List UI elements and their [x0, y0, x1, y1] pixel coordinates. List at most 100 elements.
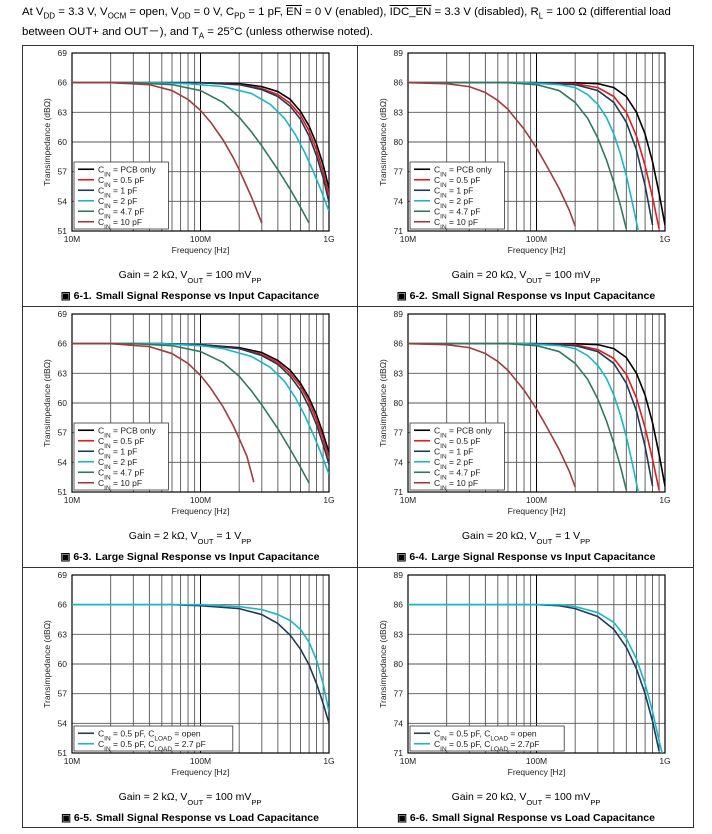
text-part: C [434, 436, 440, 446]
legend-entry: CIN = 2 pF [434, 196, 473, 210]
legend-entry: CIN = 0.5 pF, CLOAD = 2.7pF [434, 739, 540, 753]
text-part: = 1 pF [447, 446, 474, 456]
figure-cell-1: 51 54 57 60 63 66 69 10M 100M 1G Frequency [Hz] Tra… [22, 45, 358, 306]
plot-frame [71, 52, 330, 232]
figure-caption-text: Large Signal Response vs Input Capacitan… [431, 551, 655, 563]
header-text: = 3.3 V, V [55, 6, 108, 18]
y-tick-label: 66 [58, 78, 68, 88]
header-text: At V [22, 6, 44, 18]
y-tick-label: 89 [394, 309, 404, 319]
legend-entry: CIN = 0.5 pF [98, 436, 144, 450]
text-part: = 1 pF [111, 185, 138, 195]
text-part: Gain = 20 kΩ, V [452, 791, 527, 803]
y-tick-label: 54 [58, 718, 68, 728]
y-tick-label: 83 [394, 107, 404, 117]
y-tick-label: 71 [394, 487, 404, 497]
text-part: C [98, 425, 104, 435]
text-part: C [434, 175, 440, 185]
chart-fig-6-1: 51 54 57 60 63 66 69 10M 100M 1G Frequency [Hz] Tra… [42, 48, 335, 302]
text-part: C [98, 457, 104, 467]
x-tick-label: 1G [323, 234, 334, 244]
series-line-c47 [408, 81, 628, 230]
text-part: C [98, 478, 104, 488]
y-tick-label: 69 [58, 309, 68, 319]
text-part: = 4.7 pF [447, 467, 481, 477]
text-part: = 0.5 pF, C [111, 728, 155, 738]
text-part: C [98, 728, 104, 738]
header-text: = 0 V, C [190, 6, 235, 18]
legend-entry: CIN = 1 pF [434, 446, 473, 460]
subscript-text: PP [251, 276, 261, 285]
subscript-text: IN [440, 442, 447, 449]
text-part: = open [508, 728, 537, 738]
subscript-text: IN [104, 192, 111, 199]
header-subscript: DD [43, 11, 56, 21]
text-part: = open [172, 728, 201, 738]
subscript-text: OUT [537, 537, 553, 546]
subscript-text: IN [104, 181, 111, 188]
chart-fig-6-6: 71 74 77 80 83 86 89 10M 100M 1G Frequency [Hz] Tra… [378, 570, 671, 824]
series-line-c2 [72, 603, 329, 712]
series-line-c10 [408, 342, 576, 488]
text-part: = PCB only [447, 425, 493, 435]
legend-box [409, 422, 505, 491]
legend-entry: CIN = 1 pF [98, 185, 137, 199]
grid-divider-row1 [22, 306, 694, 307]
subscript-text: LOAD [490, 735, 508, 742]
y-tick-label: 57 [58, 689, 68, 699]
figure-cell-3: 51 54 57 60 63 66 69 10M 100M 1G Frequency [Hz] Tra… [22, 306, 358, 567]
text-part: = 0.5 pF, C [447, 728, 491, 738]
y-tick-label: 80 [394, 137, 404, 147]
figure-caption-text: Small Signal Response vs Input Capacitan… [432, 290, 656, 302]
figure-caption-text: Large Signal Response vs Input Capacitan… [95, 551, 319, 563]
text-part: = 10 pF [447, 217, 478, 227]
subscript-text: OUT [198, 537, 214, 546]
subscript-text: IN [104, 202, 111, 209]
figure-icon: ▣ [60, 551, 73, 563]
text-part: C [434, 185, 440, 195]
subscript-text: IN [440, 202, 447, 209]
subscript-text: IN [440, 474, 447, 481]
text-part: C [98, 206, 104, 216]
y-tick-label: 60 [58, 659, 68, 669]
x-tick-label: 10M [400, 756, 417, 766]
x-tick-label: 10M [64, 234, 81, 244]
subscript-text: IN [104, 223, 111, 230]
legend-box [409, 725, 565, 752]
x-tick-label: 100M [190, 756, 211, 766]
x-tick-label: 10M [64, 495, 81, 505]
y-tick-label: 54 [58, 457, 68, 467]
subscript-text: OUT [526, 798, 542, 807]
subscript-text: IN [440, 735, 447, 742]
series-line-c1 [72, 603, 329, 724]
x-tick-label: 1G [659, 234, 670, 244]
text-part: C [98, 467, 104, 477]
text-part: = 1 V [213, 530, 241, 542]
x-tick-label: 1G [659, 495, 670, 505]
subscript-text: IN [104, 213, 111, 220]
text-part: = 100 mV [542, 791, 590, 803]
grid-border-right [693, 45, 694, 828]
y-axis-label: Transimpedance (dBΩ) [378, 620, 388, 708]
subscript-text: OUT [187, 276, 203, 285]
subscript-text: IN [440, 432, 447, 439]
text-part: Gain = 20 kΩ, V [452, 269, 527, 281]
y-axis-label: Transimpedance (dBΩ) [42, 98, 52, 186]
y-tick-label: 74 [394, 718, 404, 728]
text-part: C [98, 436, 104, 446]
series-line-c2 [72, 342, 329, 475]
legend-entry: CIN = 1 pF [434, 185, 473, 199]
legend-entry: CIN = 2 pF [98, 457, 137, 471]
x-axis-label: Frequency [Hz] [508, 767, 566, 777]
series-line-c47 [408, 342, 628, 491]
y-tick-label: 60 [58, 137, 68, 147]
figure-number: 6-6. [410, 812, 428, 824]
text-part: = 0.5 pF, C [447, 739, 491, 749]
text-part: = PCB only [447, 164, 493, 174]
y-tick-label: 51 [58, 226, 68, 236]
x-tick-label: 10M [400, 234, 417, 244]
legend-entry: CIN = 0.5 pF, CLOAD = 2.7 pF [98, 739, 206, 753]
figure-caption-text: Small Signal Response vs Load Capacitanc… [96, 812, 319, 824]
subscript-text: LOAD [490, 745, 508, 752]
y-tick-label: 63 [58, 107, 68, 117]
